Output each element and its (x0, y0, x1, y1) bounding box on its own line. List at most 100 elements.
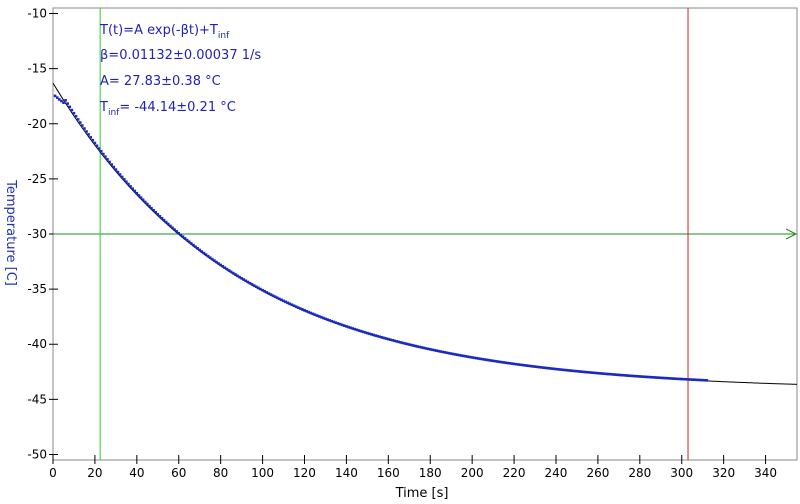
data-point (280, 298, 283, 302)
x-tick-label: 280 (628, 466, 651, 480)
data-point (156, 213, 160, 216)
data-point (141, 198, 145, 202)
data-point (252, 284, 256, 287)
data-point (112, 165, 116, 169)
x-tick-label: 220 (503, 466, 526, 480)
data-point (102, 152, 105, 156)
data-point (131, 187, 134, 191)
data-point (62, 101, 65, 105)
data-point (535, 365, 539, 369)
data-point (395, 340, 399, 343)
data-point (422, 346, 426, 350)
data-point (97, 147, 101, 150)
x-tick-label: 20 (87, 466, 102, 480)
data-point (556, 367, 560, 371)
x-tick-label: 40 (129, 466, 144, 480)
data-point (108, 160, 111, 164)
data-point (148, 204, 151, 208)
data-point (403, 342, 407, 345)
data-point (391, 338, 394, 342)
data-point (447, 351, 451, 355)
data-point (502, 361, 505, 364)
data-point (171, 226, 174, 230)
data-point (533, 365, 537, 368)
data-point (175, 230, 178, 233)
data-point (451, 352, 455, 356)
data-point (60, 99, 63, 103)
data-point (686, 378, 690, 381)
data-point (701, 378, 704, 382)
data-point (202, 251, 206, 255)
y-tick-label: -30 (27, 227, 47, 241)
fit-beta: β=0.01132±0.00037 1/s (100, 48, 261, 63)
data-point (636, 374, 640, 378)
data-point (510, 362, 514, 365)
data-point (267, 292, 271, 295)
data-point (460, 354, 463, 357)
data-point (705, 379, 709, 382)
data-point (435, 349, 438, 352)
data-point (355, 328, 359, 332)
data-point (586, 370, 589, 374)
y-tick-label: -45 (27, 392, 47, 406)
data-point (213, 259, 216, 262)
data-point (449, 352, 453, 355)
data-point (389, 338, 392, 341)
data-point (315, 314, 319, 317)
data-point (85, 130, 88, 133)
data-point (401, 341, 405, 345)
data-point (669, 377, 673, 380)
data-point (542, 366, 545, 369)
data-point (259, 287, 262, 291)
data-point (248, 281, 252, 285)
data-point (414, 344, 417, 348)
data-point (309, 311, 313, 315)
data-point (665, 376, 669, 380)
data-point (194, 245, 197, 249)
data-point (483, 358, 487, 361)
data-point (445, 351, 449, 355)
data-point (491, 359, 495, 363)
measured-series (53, 94, 709, 382)
data-point (475, 356, 478, 360)
y-axis-title: Temperature [C] (3, 179, 18, 286)
x-tick-label: 200 (461, 466, 484, 480)
data-point (127, 182, 130, 186)
data-point (336, 322, 340, 325)
data-point (393, 339, 396, 343)
data-point (219, 263, 222, 267)
data-point (55, 96, 59, 99)
data-point (619, 373, 623, 377)
data-point (487, 358, 491, 362)
x-tick-label: 320 (712, 466, 735, 480)
data-point (368, 332, 371, 336)
data-point (699, 378, 702, 382)
data-point (299, 307, 302, 310)
y-tick-label: -10 (27, 7, 47, 21)
data-point (376, 334, 380, 338)
data-point (87, 133, 90, 136)
data-point (351, 327, 354, 330)
data-point (418, 345, 422, 349)
data-point (349, 326, 352, 330)
data-point (550, 367, 554, 370)
data-point (146, 202, 149, 206)
fit-amplitude: A= 27.83±0.38 °C (100, 74, 221, 89)
data-point (361, 330, 365, 334)
data-point (162, 218, 166, 222)
data-point (208, 256, 212, 259)
data-point (703, 378, 707, 382)
data-point (64, 99, 67, 102)
data-point (72, 111, 76, 115)
data-point (617, 373, 621, 377)
data-point (347, 325, 350, 329)
y-tick-label: -40 (27, 337, 47, 351)
data-point (443, 351, 447, 354)
data-point (672, 377, 675, 380)
data-point (426, 347, 430, 351)
data-point (93, 141, 97, 145)
data-point (305, 309, 308, 313)
data-point (143, 200, 147, 204)
data-point (544, 366, 547, 370)
fit-formula: T(t)=A exp(-βt)+Tinf (99, 23, 230, 41)
